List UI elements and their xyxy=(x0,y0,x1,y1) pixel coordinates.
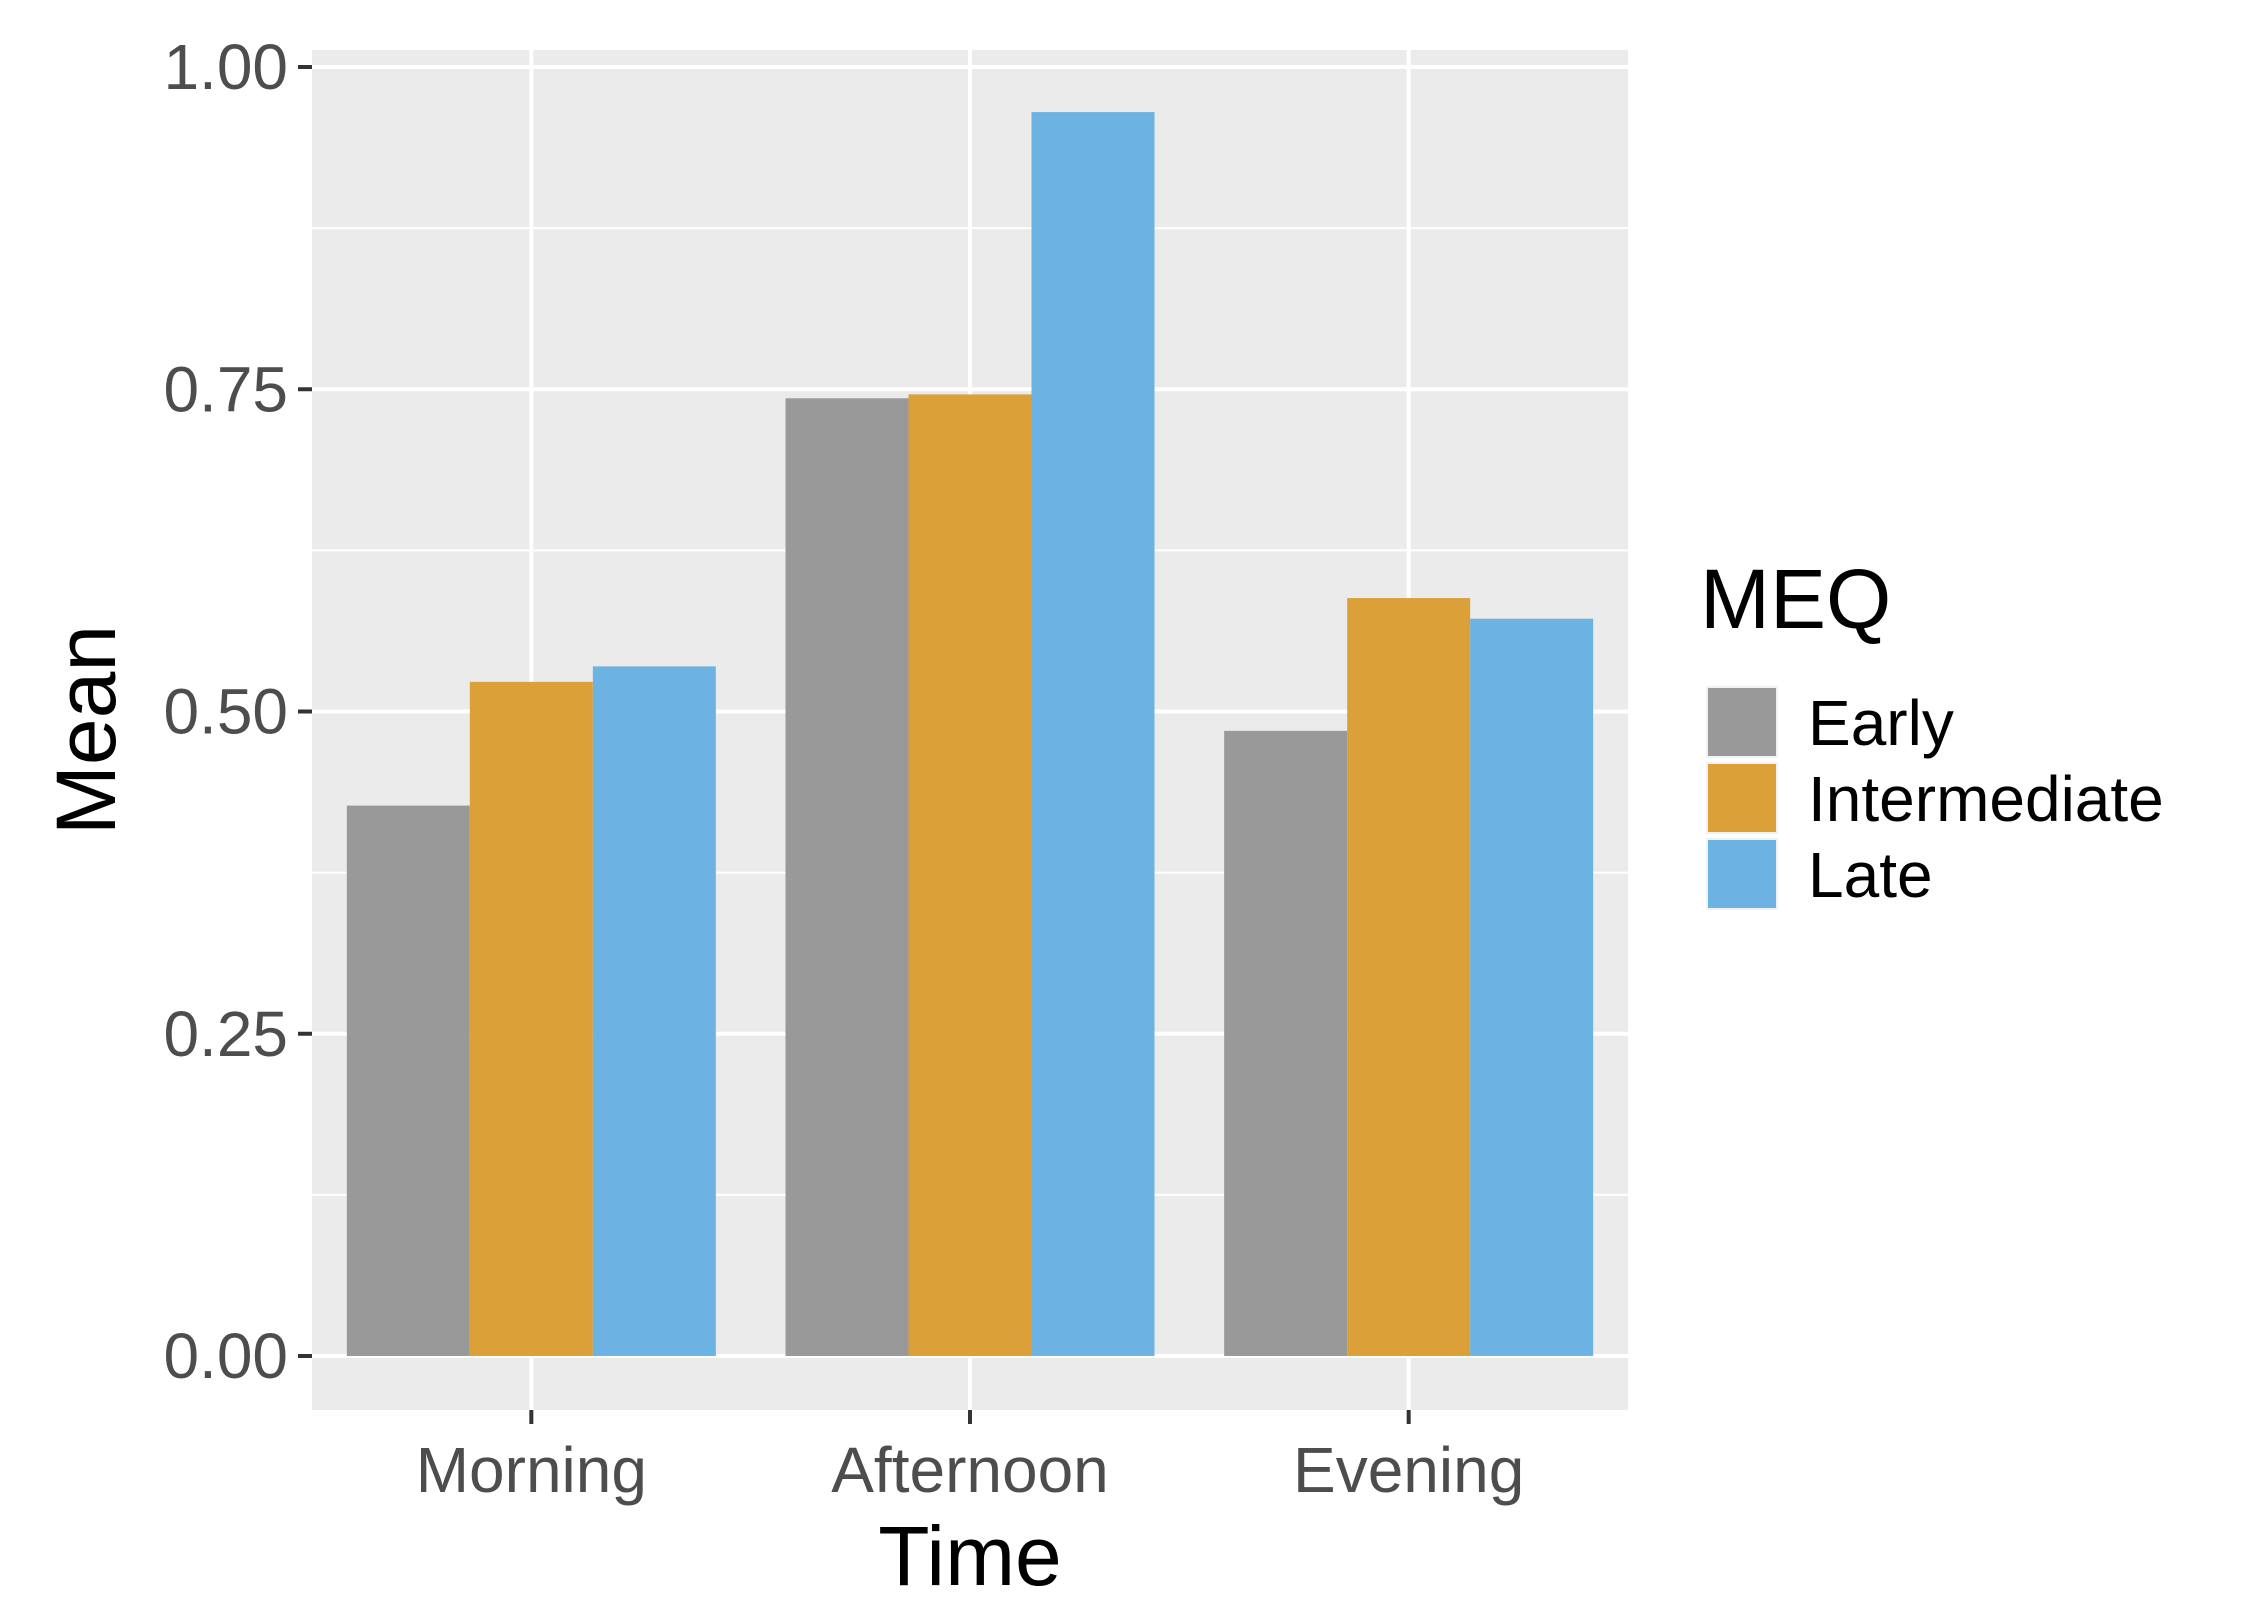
y-tick-label: 0.75 xyxy=(163,353,288,425)
y-tick-label: 1.00 xyxy=(163,31,288,103)
bar-late-afternoon xyxy=(1031,112,1155,1357)
legend-key-late xyxy=(1708,840,1776,908)
bars xyxy=(346,112,1594,1357)
x-tick-label: Morning xyxy=(416,1434,647,1506)
x-axis-title: Time xyxy=(878,1509,1062,1603)
legend-label: Early xyxy=(1808,687,1954,759)
x-tick-label: Evening xyxy=(1293,1434,1524,1506)
legend-label: Late xyxy=(1808,839,1933,911)
y-tick-label: 0.25 xyxy=(163,998,288,1070)
y-axis: 0.00 0.25 0.50 0.75 1.00 xyxy=(163,31,312,1392)
legend-key-early xyxy=(1708,688,1776,756)
legend-title: MEQ xyxy=(1700,552,1891,646)
x-tick-label: Afternoon xyxy=(831,1434,1109,1506)
y-tick-label: 0.50 xyxy=(163,676,288,748)
bar-late-morning xyxy=(592,666,716,1356)
legend-key-intermediate xyxy=(1708,764,1776,832)
bar-intermediate-afternoon xyxy=(908,394,1032,1356)
bar-intermediate-morning xyxy=(469,681,593,1356)
bar-late-evening xyxy=(1470,618,1594,1356)
x-axis: Morning Afternoon Evening xyxy=(416,1410,1524,1506)
legend-label: Intermediate xyxy=(1808,763,2164,835)
bar-early-morning xyxy=(346,805,470,1356)
y-axis-title: Mean xyxy=(39,625,133,835)
bar-intermediate-evening xyxy=(1347,598,1471,1356)
bar-early-evening xyxy=(1224,730,1348,1356)
bar-early-afternoon xyxy=(785,398,909,1356)
y-tick-label: 0.00 xyxy=(163,1320,288,1392)
